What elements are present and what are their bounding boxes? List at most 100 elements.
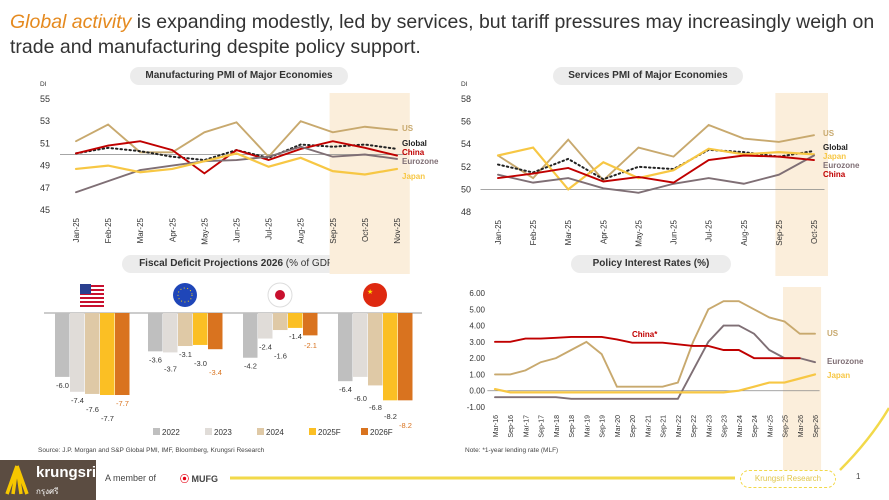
bar-us-2025f [100, 313, 115, 396]
data-label: -7.7 [101, 414, 114, 423]
legend-swatch-2026f [361, 428, 368, 435]
series-line-china [494, 336, 801, 360]
brand-thai: กรุงศรี [36, 487, 59, 496]
bar-china-2023 [353, 313, 368, 377]
bar-eurozone-2024 [178, 313, 193, 347]
flag-stripe [80, 289, 104, 291]
y-axis-label: DI [461, 81, 468, 88]
y-tick-label: 45 [40, 205, 50, 215]
data-label: -8.2 [384, 412, 397, 421]
legend-label-2026f: 2026F [370, 428, 393, 437]
flag-star: ★ [367, 288, 373, 296]
bar-china-2025f [383, 313, 398, 401]
krungsri-emblem-icon [5, 465, 29, 495]
x-tick-label: Feb-25 [104, 217, 113, 243]
y-tick-label: 0.00 [469, 387, 485, 396]
footnote: Note: *1-year lending rate (MLF) [465, 447, 559, 454]
eu-flag-icon [173, 283, 197, 307]
legend-label-china: China [402, 148, 425, 157]
bar-us-2022 [55, 313, 70, 377]
bar-eurozone-2022 [148, 313, 163, 352]
x-tick-label: Sep-18 [569, 415, 576, 438]
data-label: -3.7 [164, 364, 177, 373]
legend-label-eurozone: Eurozone [402, 157, 439, 166]
mufg-logo: ⦿ MUFG [180, 474, 219, 484]
bar-japan-2025f [288, 313, 303, 328]
x-tick-label: Oct-25 [361, 217, 370, 242]
krungsri-research-pill: Krungsri Research [740, 470, 836, 488]
flag-stripe [80, 293, 104, 295]
x-tick-label: Mar-26 [798, 415, 805, 437]
bar-eurozone-2023 [163, 313, 178, 353]
x-tick-label: Mar-20 [615, 415, 622, 437]
x-tick-label: Mar-19 [584, 415, 591, 437]
series-line-us [494, 300, 816, 388]
legend-label-japan: Japan [823, 152, 846, 161]
bar-china-2022 [338, 313, 353, 382]
data-label: -7.7 [116, 399, 129, 408]
x-tick-label: Sep-25 [775, 219, 784, 245]
x-tick-label: Apr-25 [168, 217, 177, 242]
bar-us-2026f [115, 313, 130, 396]
series-line-global [497, 148, 815, 181]
series-line-china [497, 154, 815, 184]
bar-japan-2026f [303, 313, 318, 336]
y-tick-label: 54 [461, 139, 471, 149]
legend-label-global: Global [823, 143, 848, 152]
data-label: -6.4 [339, 385, 352, 394]
x-tick-label: Mar-22 [676, 415, 683, 437]
data-label: -3.6 [149, 355, 162, 364]
data-label: -6.0 [354, 394, 367, 403]
y-tick-label: 4.00 [469, 322, 485, 331]
x-tick-label: Jan-25 [72, 217, 81, 242]
legend-label-us: US [402, 124, 414, 133]
series-line-eurozone [497, 154, 815, 194]
y-tick-label: 51 [40, 138, 50, 148]
data-label: -7.4 [71, 396, 84, 405]
flag-stripe [80, 285, 104, 287]
flag-stars [177, 287, 193, 303]
y-tick-label: 58 [461, 94, 471, 104]
forecast-shade [775, 93, 828, 276]
bar-eurozone-2026f [208, 313, 223, 350]
series-line-japan [74, 152, 399, 176]
legend-swatch-2023 [205, 428, 212, 435]
y-axis-label: DI [40, 81, 47, 88]
x-tick-label: Mar-18 [554, 415, 561, 437]
y-tick-label: 49 [40, 161, 50, 171]
x-tick-label: Mar-25 [136, 217, 145, 243]
x-tick-label: Mar-17 [523, 415, 530, 437]
data-label: -1.6 [274, 352, 287, 361]
bar-us-2023 [70, 313, 85, 392]
page-number: 1 [856, 472, 861, 481]
mufg-text: MUFG [191, 474, 219, 484]
x-tick-label: Sep-16 [508, 415, 515, 438]
data-label: -8.2 [399, 421, 412, 430]
legend-label-2024: 2024 [266, 428, 284, 437]
flag-sun [275, 290, 285, 300]
x-tick-label: Aug-25 [740, 219, 749, 245]
x-tick-label: Jun-25 [670, 219, 679, 244]
member-of: A member of [105, 473, 157, 483]
legend-label-2025f: 2025F [318, 428, 341, 437]
series-line-us [497, 123, 815, 182]
data-label: -3.4 [209, 368, 222, 377]
x-tick-label: Nov-25 [393, 217, 402, 243]
x-tick-label: Sep-22 [691, 415, 698, 438]
manufacturing-pmi-title: Manufacturing PMI of Major Economies [130, 67, 348, 85]
bar-japan-2023 [258, 313, 273, 339]
data-label: -2.4 [259, 343, 272, 352]
x-tick-label: Sep-26 [813, 415, 820, 438]
headline-text: is expanding modestly, led by services, … [10, 11, 875, 58]
x-tick-label: Jun-25 [233, 217, 242, 242]
bar-japan-2024 [273, 313, 288, 331]
legend-label-eurozone: Eurozone [827, 357, 864, 366]
x-tick-label: Mar-24 [737, 415, 744, 437]
flag-stripe [80, 297, 104, 299]
data-label: -6.0 [56, 381, 69, 390]
legend-label-2022: 2022 [162, 428, 180, 437]
x-tick-label: Sep-17 [539, 415, 546, 438]
x-tick-label: Sep-25 [329, 217, 338, 243]
x-tick-label: Sep-19 [600, 415, 607, 438]
